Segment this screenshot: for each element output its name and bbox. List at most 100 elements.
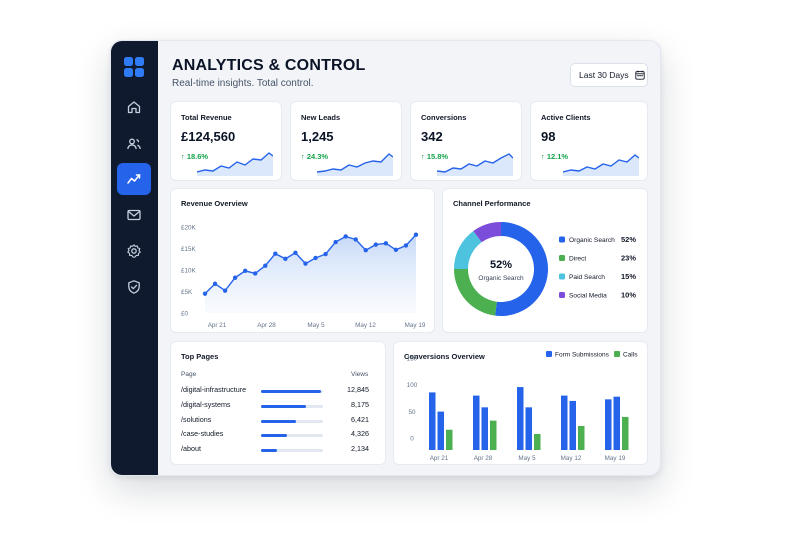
bar[interactable] bbox=[534, 434, 541, 450]
views-bar-track bbox=[261, 434, 323, 438]
bar[interactable] bbox=[622, 416, 629, 450]
shield-icon bbox=[128, 280, 140, 294]
bar[interactable] bbox=[446, 429, 453, 450]
revenue-point[interactable] bbox=[313, 255, 318, 261]
revenue-point[interactable] bbox=[253, 271, 258, 276]
views-bar-track bbox=[261, 419, 323, 423]
donut-slice[interactable] bbox=[495, 222, 548, 316]
page-path[interactable]: /digital-systems bbox=[181, 399, 231, 409]
table-row[interactable]: /digital-infrastructure 12,845 bbox=[181, 385, 369, 399]
kpi-delta: ↑ 12.1% bbox=[541, 152, 569, 161]
donut-slice[interactable] bbox=[473, 222, 501, 243]
page-views: 12,845 bbox=[347, 385, 369, 394]
table-row[interactable]: /digital-systems 8,175 bbox=[181, 400, 369, 414]
date-range-button[interactable]: Last 30 Days bbox=[570, 63, 648, 87]
analytics-icon bbox=[127, 174, 141, 184]
x-tick-label: May 12 bbox=[561, 455, 582, 462]
bar[interactable] bbox=[517, 387, 524, 450]
page-path[interactable]: /digital-infrastructure bbox=[181, 385, 247, 394]
page-subtitle: Real-time insights. Total control. bbox=[172, 78, 314, 89]
revenue-point[interactable] bbox=[323, 251, 328, 257]
conversions-bar-chart: 0 50 100 150 Form Submissions Calls Apr 21 Apr … bbox=[407, 351, 638, 462]
revenue-point[interactable] bbox=[353, 237, 358, 242]
channel-performance-card: Channel Performance 52% Organic Search Org… bbox=[442, 188, 648, 333]
revenue-point[interactable] bbox=[212, 281, 218, 286]
revenue-line-chart: £0 £5K £10K £15K £20K Apr 21 Apr 28 May 5 May 12… bbox=[181, 225, 426, 330]
table-row[interactable]: /about 2,134 bbox=[181, 444, 369, 458]
legend-swatch bbox=[559, 292, 565, 298]
bar[interactable] bbox=[578, 426, 585, 450]
bar[interactable] bbox=[437, 411, 445, 450]
views-bar-fill bbox=[261, 419, 296, 423]
bar[interactable] bbox=[525, 407, 533, 450]
legend-swatch bbox=[559, 273, 565, 280]
revenue-point[interactable] bbox=[343, 234, 348, 239]
y-tick-label: 0 bbox=[410, 436, 414, 443]
dashboard-window: ANALYTICS & CONTROL Real-time insights. … bbox=[110, 40, 661, 476]
y-tick-label: £20K bbox=[181, 225, 197, 232]
revenue-point[interactable] bbox=[363, 248, 368, 253]
bar[interactable] bbox=[481, 407, 489, 450]
bar[interactable] bbox=[473, 395, 480, 450]
calendar-icon bbox=[634, 70, 645, 80]
bar[interactable] bbox=[569, 400, 577, 450]
y-tick-label: 50 bbox=[408, 409, 416, 416]
sidebar-item-home[interactable] bbox=[117, 91, 151, 123]
x-tick-label: May 12 bbox=[355, 322, 376, 329]
kpi-card-new-leads[interactable]: New Leads 1,245 ↑ 24.3% bbox=[290, 101, 402, 181]
bar[interactable] bbox=[561, 395, 568, 450]
sparkline-chart bbox=[317, 153, 393, 176]
kpi-value: 98 bbox=[541, 129, 556, 144]
revenue-point[interactable] bbox=[232, 275, 238, 280]
revenue-point[interactable] bbox=[273, 251, 278, 256]
x-tick-label: Apr 28 bbox=[474, 455, 493, 462]
revenue-point[interactable] bbox=[202, 291, 208, 296]
page-views: 4,326 bbox=[351, 429, 369, 439]
kpi-card-total-revenue[interactable]: Total Revenue £124,560 ↑ 18.6% bbox=[170, 101, 282, 181]
sparkline-chart bbox=[563, 154, 639, 176]
revenue-point[interactable] bbox=[393, 247, 399, 252]
revenue-point[interactable] bbox=[383, 241, 389, 246]
views-bar-fill bbox=[261, 449, 278, 453]
bar[interactable] bbox=[490, 420, 497, 450]
settings-icon bbox=[127, 244, 141, 258]
kpi-card-active-clients[interactable]: Active Clients 98 ↑ 12.1% bbox=[530, 101, 648, 181]
y-tick-label: £5K bbox=[181, 289, 193, 296]
sparkline-chart bbox=[197, 152, 273, 176]
table-row[interactable]: /case-studies 4,326 bbox=[181, 429, 369, 443]
kpi-value: £124,560 bbox=[181, 129, 236, 144]
donut-center-value: 52% bbox=[490, 259, 512, 271]
revenue-point[interactable] bbox=[373, 242, 379, 247]
sidebar-item-security[interactable] bbox=[117, 271, 151, 303]
sidebar bbox=[111, 41, 158, 475]
sidebar-item-users[interactable] bbox=[117, 128, 151, 160]
revenue-point[interactable] bbox=[263, 263, 268, 268]
kpi-card-conversions[interactable]: Conversions 342 ↑ 15.8% bbox=[410, 101, 522, 181]
views-bar-track bbox=[261, 449, 323, 453]
bar[interactable] bbox=[605, 399, 612, 450]
sidebar-item-mail[interactable] bbox=[117, 199, 151, 231]
top-pages-card: Top Pages Page Views /digital-infrastruc… bbox=[170, 341, 386, 465]
sidebar-item-analytics[interactable] bbox=[117, 163, 151, 195]
legend-label: Organic Search bbox=[569, 237, 615, 244]
page-path[interactable]: /case-studies bbox=[181, 429, 224, 439]
table-row[interactable]: /solutions 6,421 bbox=[181, 415, 369, 429]
revenue-point[interactable] bbox=[293, 250, 298, 255]
y-tick-label: 100 bbox=[407, 382, 418, 389]
revenue-point[interactable] bbox=[303, 261, 308, 266]
revenue-point[interactable] bbox=[413, 232, 419, 237]
revenue-point[interactable] bbox=[283, 256, 288, 262]
donut-slice[interactable] bbox=[454, 269, 497, 316]
revenue-point[interactable] bbox=[242, 268, 248, 274]
bar[interactable] bbox=[613, 396, 621, 450]
kpi-label: Total Revenue bbox=[181, 113, 232, 122]
revenue-point[interactable] bbox=[222, 288, 228, 293]
revenue-point[interactable] bbox=[403, 243, 409, 248]
donut-slice[interactable] bbox=[454, 230, 482, 269]
app-logo[interactable] bbox=[124, 57, 144, 77]
bar[interactable] bbox=[429, 392, 436, 450]
page-path[interactable]: /about bbox=[181, 444, 201, 454]
page-path[interactable]: /solutions bbox=[181, 414, 212, 424]
sidebar-item-settings[interactable] bbox=[117, 235, 151, 267]
revenue-point[interactable] bbox=[333, 239, 338, 245]
